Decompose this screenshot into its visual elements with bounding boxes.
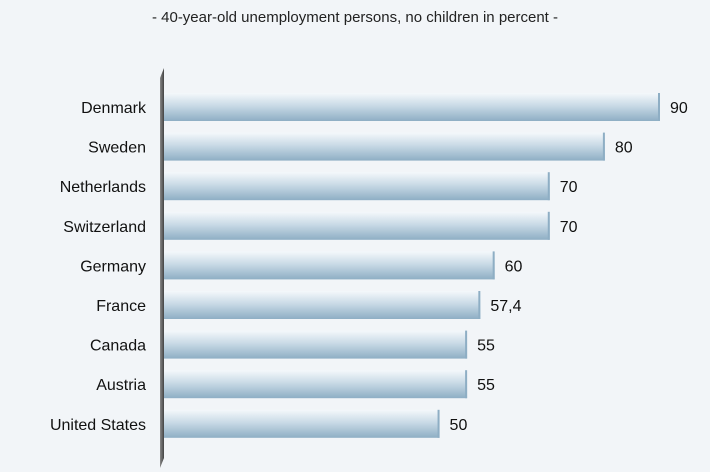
category-label: Canada <box>90 338 146 355</box>
category-label: United States <box>50 417 146 434</box>
value-label: 90 <box>670 100 688 117</box>
value-label: 70 <box>560 219 578 236</box>
bar-sweden <box>164 132 605 161</box>
y-axis-line <box>160 68 164 468</box>
bar-end-shade <box>602 132 605 161</box>
bar-end-shade <box>478 291 481 319</box>
category-label: Germany <box>80 258 146 275</box>
bar-end-shade <box>547 211 550 240</box>
bar-germany <box>164 251 495 280</box>
bar-austria <box>164 370 468 399</box>
bar-netherlands <box>164 172 550 201</box>
bar-end-shade <box>658 93 660 121</box>
chart-subtitle: - 40-year-old unemployment persons, no c… <box>152 9 558 26</box>
category-label: Switzerland <box>63 219 146 236</box>
category-label: Denmark <box>81 100 147 117</box>
value-label: 55 <box>477 338 495 355</box>
bar-end-shade <box>437 409 440 438</box>
bar-end-shade <box>465 330 468 359</box>
bar-end-shade <box>492 251 495 280</box>
value-label: 57,4 <box>490 298 521 315</box>
bar-france <box>164 291 481 319</box>
value-label: 60 <box>505 258 523 275</box>
category-label: Austria <box>96 377 146 394</box>
bar-united-states <box>164 409 440 438</box>
bar-denmark <box>164 93 660 121</box>
category-label: Netherlands <box>60 179 146 196</box>
value-label: 70 <box>560 179 578 196</box>
bar-canada <box>164 330 468 359</box>
value-label: 55 <box>477 377 495 394</box>
bar-end-shade <box>465 370 468 399</box>
bar-switzerland <box>164 211 550 240</box>
value-label: 50 <box>450 417 468 434</box>
category-label: France <box>96 298 146 315</box>
bar-end-shade <box>547 172 550 201</box>
axis-layer <box>160 68 164 468</box>
bars-layer: Denmark 90 Sweden 80 Netherlands 70 Switzerlan… <box>50 93 688 438</box>
category-label: Sweden <box>88 140 146 157</box>
value-label: 80 <box>615 140 633 157</box>
